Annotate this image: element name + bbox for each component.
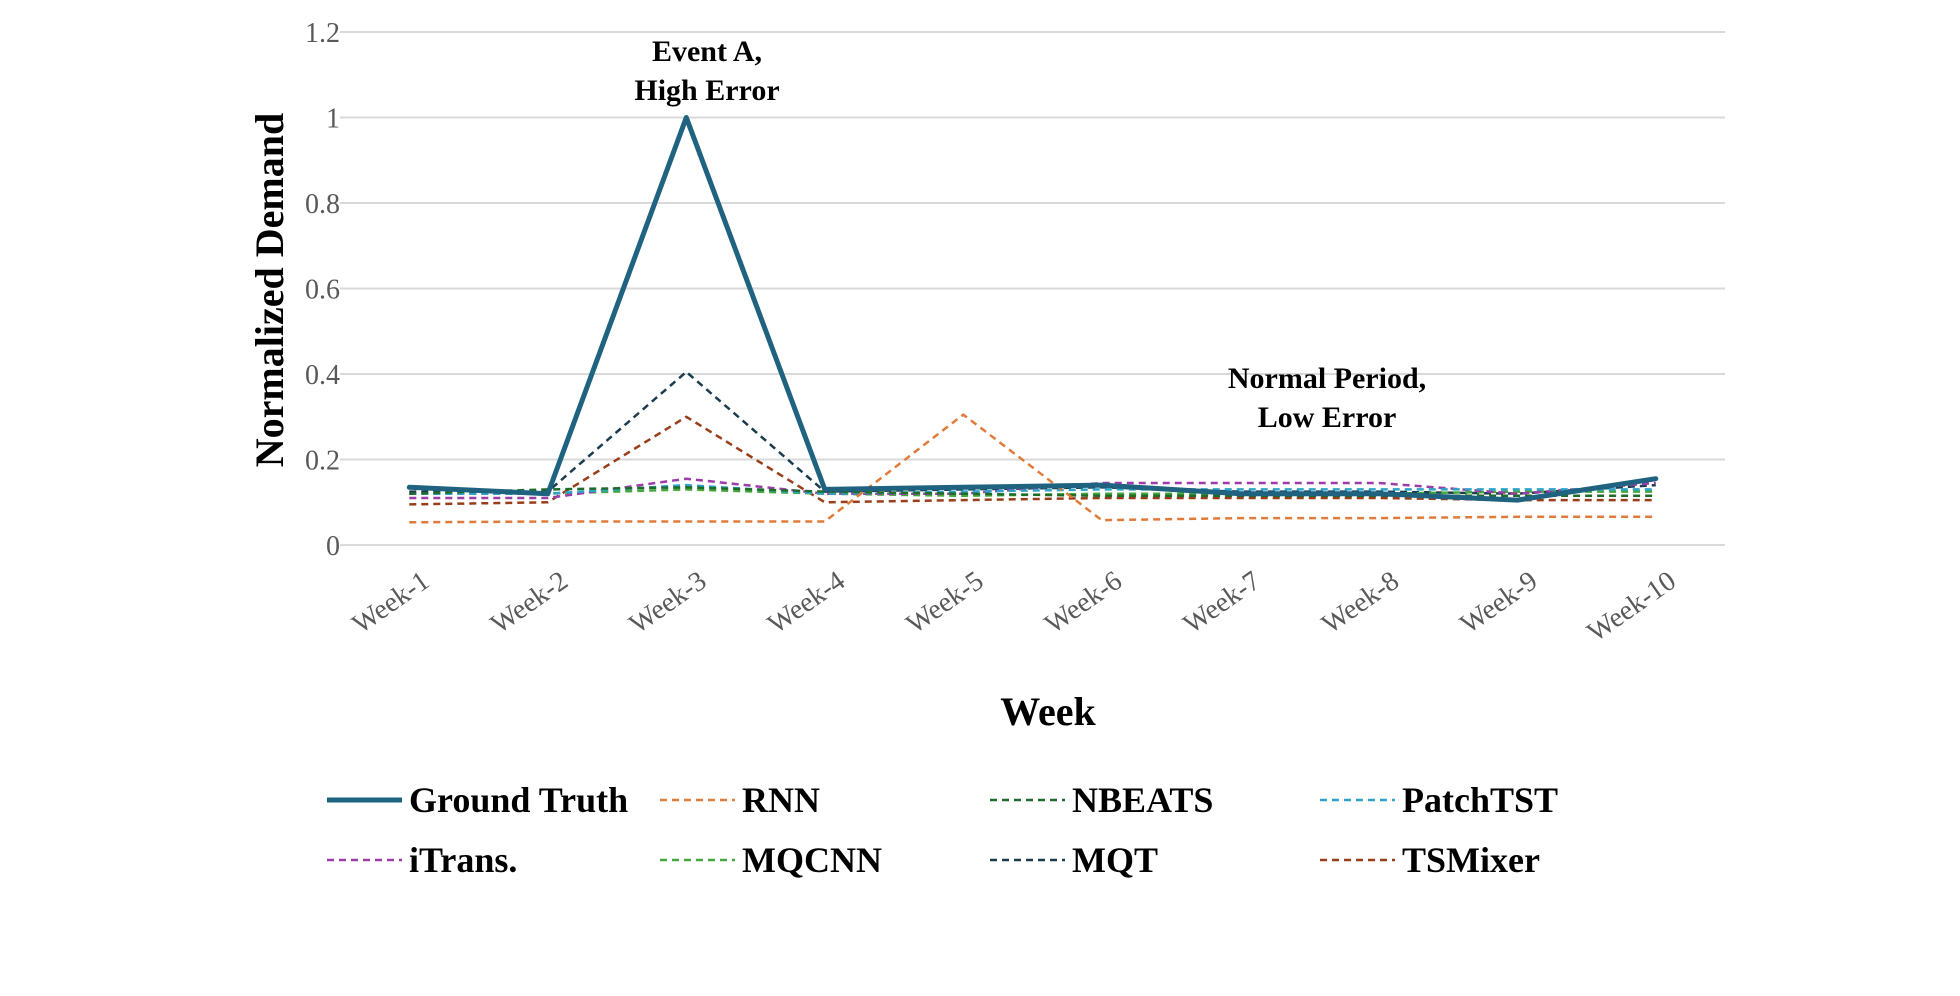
annotation-event-a: Event A, High Error — [634, 35, 779, 107]
series-line-ground-truth — [406, 115, 1659, 503]
gridlines — [340, 31, 1725, 546]
legend-item: Ground Truth — [327, 780, 628, 820]
legend-label: RNN — [742, 780, 820, 820]
x-tick-label: Week-1 — [347, 565, 436, 640]
svg-text:Low Error: Low Error — [1258, 401, 1397, 434]
x-tick-label: Week-4 — [762, 565, 851, 640]
y-tick-label: 0.4 — [305, 360, 340, 391]
x-axis-ticks: Week-1 Week-2 Week-3 Week-4 Week-5 Week-6 Week… — [347, 565, 1682, 648]
y-tick-label: 1.2 — [305, 18, 340, 49]
legend-item: MQT — [990, 840, 1158, 880]
y-tick-label: 0.2 — [305, 446, 340, 477]
series-line-mqt — [409, 370, 1656, 495]
y-tick-label: 1 — [326, 104, 340, 135]
series-line-rnn — [409, 413, 1656, 524]
svg-text:High Error: High Error — [634, 74, 779, 107]
x-tick-label: Week-10 — [1582, 565, 1682, 648]
x-tick-label: Week-5 — [901, 565, 990, 640]
legend-item: RNN — [660, 780, 820, 820]
legend: Ground Truth RNN NBEATS PatchTST iTrans. MQCN… — [327, 780, 1558, 880]
legend-item: PatchTST — [1320, 780, 1558, 820]
y-axis-label: Normalized Demand — [247, 113, 292, 467]
legend-label: TSMixer — [1402, 840, 1540, 880]
annotation-normal-period: Normal Period, Low Error — [1228, 362, 1426, 434]
legend-item: NBEATS — [990, 780, 1213, 820]
x-tick-label: Week-9 — [1455, 565, 1544, 640]
legend-label: MQCNN — [742, 840, 882, 880]
legend-label: Ground Truth — [409, 780, 628, 820]
legend-item: iTrans. — [327, 840, 517, 880]
x-tick-label: Week-8 — [1316, 565, 1405, 640]
x-tick-label: Week-7 — [1178, 565, 1267, 640]
legend-label: PatchTST — [1402, 780, 1558, 820]
x-axis-label: Week — [1000, 689, 1096, 734]
legend-label: iTrans. — [409, 840, 517, 880]
series-line-tsmixer — [409, 415, 1656, 506]
svg-text:Event A,: Event A, — [652, 35, 762, 68]
y-tick-label: 0.8 — [305, 189, 340, 220]
y-tick-label: 0 — [326, 531, 340, 562]
legend-item: MQCNN — [660, 840, 882, 880]
series-lines — [406, 115, 1659, 524]
svg-text:Normal Period,: Normal Period, — [1228, 362, 1426, 395]
x-tick-label: Week-3 — [624, 565, 713, 640]
x-tick-label: Week-6 — [1039, 565, 1128, 640]
x-tick-label: Week-2 — [485, 565, 574, 640]
y-tick-label: 0.6 — [305, 275, 340, 306]
y-axis-ticks: 0 0.2 0.4 0.6 0.8 1 1.2 — [305, 18, 340, 562]
legend-label: NBEATS — [1072, 780, 1213, 820]
legend-item: TSMixer — [1320, 840, 1540, 880]
series-line-mqcnn — [409, 488, 1656, 498]
legend-label: MQT — [1072, 840, 1158, 880]
